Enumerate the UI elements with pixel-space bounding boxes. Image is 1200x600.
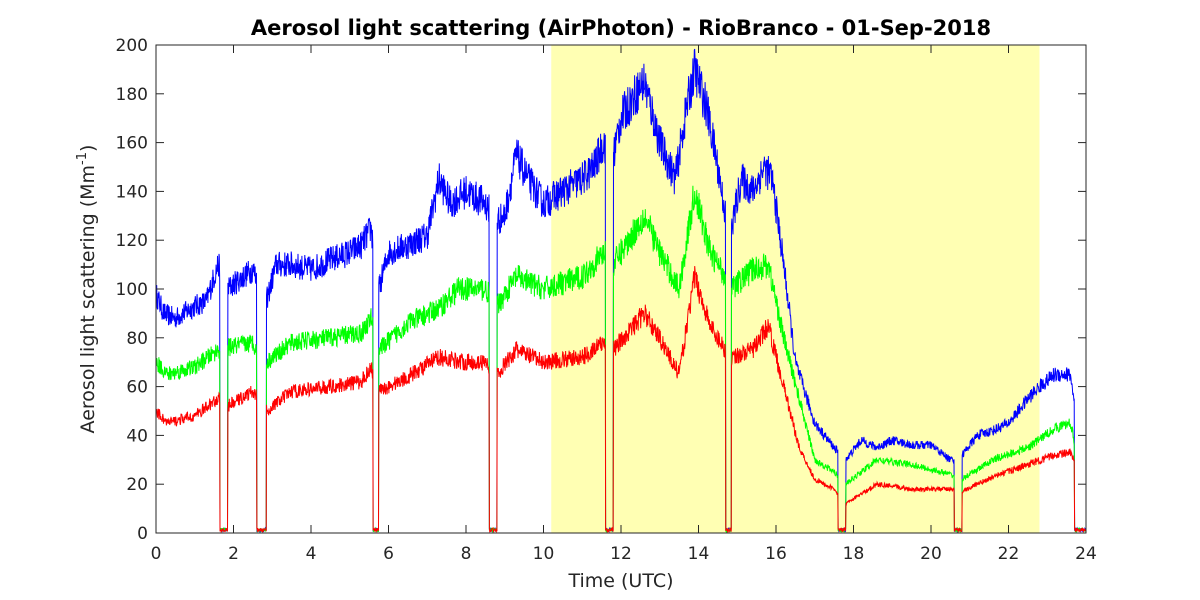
y-tick-label: 100 [116, 280, 148, 300]
x-tick-label: 8 [461, 544, 472, 564]
x-axis-label: Time (UTC) [567, 570, 673, 592]
x-tick-label: 10 [533, 544, 555, 564]
y-axis-label-main: Aerosol light scattering (Mm [77, 165, 99, 434]
y-tick-label: 0 [137, 524, 148, 544]
series-line-blue [155, 48, 1087, 534]
x-axis: 0 2 4 6 8 10 12 14 16 18 20 22 24 [151, 45, 1097, 564]
y-tick-label: 140 [116, 182, 148, 202]
y-axis-label-close: ) [77, 145, 99, 152]
y-axis-label-superscript: -1 [75, 152, 90, 165]
x-tick-label: 20 [920, 544, 942, 564]
x-tick-label: 16 [765, 544, 787, 564]
y-tick-label: 80 [126, 329, 148, 349]
y-tick-label: 180 [116, 85, 148, 105]
series-line-green [155, 185, 1087, 534]
x-tick-label: 2 [228, 544, 239, 564]
x-tick-label: 0 [151, 544, 162, 564]
x-tick-label: 4 [306, 544, 317, 564]
chart-title: Aerosol light scattering (AirPhoton) - R… [251, 16, 991, 40]
y-tick-label: 200 [116, 36, 148, 56]
y-tick-label: 40 [126, 426, 148, 446]
daylight-shaded-region [551, 45, 1040, 533]
y-tick-label: 20 [126, 475, 148, 495]
y-tick-label: 160 [116, 134, 148, 154]
series-line-red [155, 266, 1087, 534]
y-tick-label: 60 [126, 378, 148, 398]
y-tick-label: 120 [116, 231, 148, 251]
series-layer [155, 48, 1087, 534]
y-axis-label: Aerosol light scattering (Mm-1) [75, 145, 99, 434]
x-tick-label: 18 [843, 544, 865, 564]
x-tick-label: 24 [1075, 544, 1097, 564]
x-tick-label: 6 [383, 544, 394, 564]
x-tick-label: 14 [688, 544, 710, 564]
x-tick-label: 22 [998, 544, 1020, 564]
x-tick-label: 12 [610, 544, 632, 564]
y-axis: 0 20 40 60 80 100 120 140 160 180 200 [116, 36, 1086, 544]
